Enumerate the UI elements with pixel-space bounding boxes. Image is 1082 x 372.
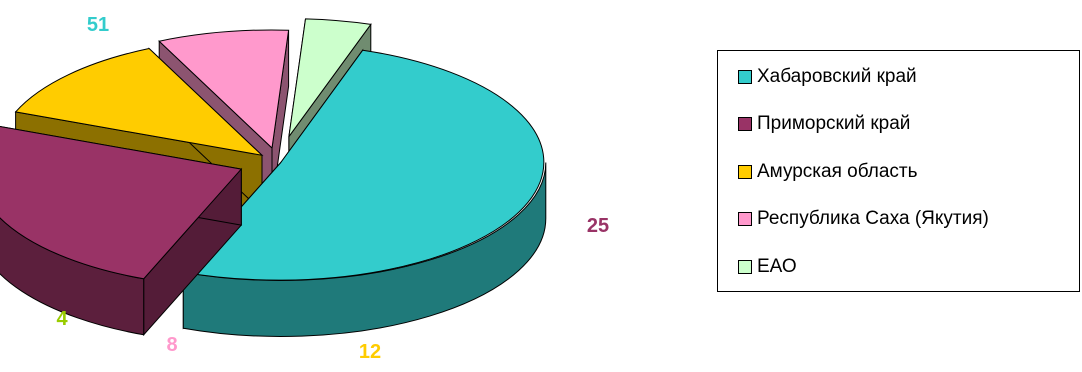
legend-swatch	[738, 260, 752, 274]
legend-label: ЕАО	[757, 256, 797, 277]
legend-swatch	[738, 165, 752, 179]
legend-swatch	[738, 117, 752, 131]
data-label-khabarovsk: 51	[87, 14, 109, 36]
data-label-primorsky: 25	[587, 215, 609, 237]
legend-label: Республика Саха (Якутия)	[757, 208, 989, 229]
legend-label: Приморский край	[757, 113, 911, 134]
legend-item-eao: ЕАО	[738, 255, 797, 279]
data-label-amur: 12	[359, 341, 381, 363]
slice-primorsky	[0, 125, 243, 337]
legend-label: Амурская область	[757, 161, 918, 182]
legend-item-primorsky: Приморский край	[738, 112, 910, 136]
slice-khabarovsk	[182, 48, 547, 337]
legend-swatch	[738, 212, 752, 226]
legend: Хабаровский край Приморский край Амурска…	[717, 50, 1080, 292]
legend-swatch	[738, 70, 752, 84]
legend-label: Хабаровский край	[757, 66, 917, 87]
legend-item-amur: Амурская область	[738, 160, 918, 184]
legend-item-khabarovsk: Хабаровский край	[738, 65, 917, 89]
data-label-sakha: 8	[166, 334, 177, 356]
data-label-eao: 4	[56, 308, 68, 330]
legend-item-sakha: Республика Саха (Якутия)	[738, 207, 989, 231]
